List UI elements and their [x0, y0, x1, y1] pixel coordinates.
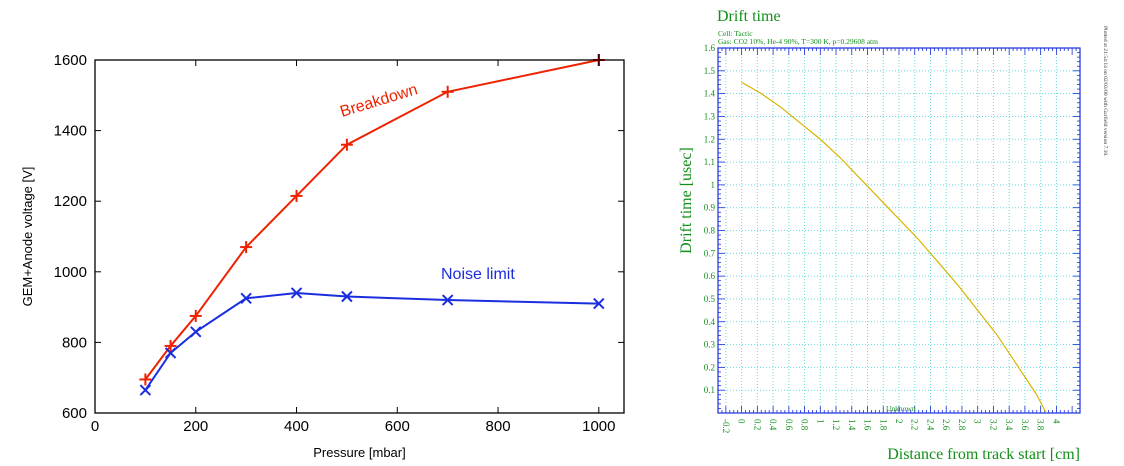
x-tick-label: 2.2	[910, 419, 920, 430]
series-label-noise-limit: Noise limit	[441, 266, 515, 283]
annotation-unknown: Unknown	[886, 404, 916, 413]
x-tick-label: 0	[737, 419, 747, 424]
marker-stroke	[190, 326, 202, 338]
y-tick-label: 0.8	[704, 226, 716, 236]
y-tick-label: 0.7	[704, 248, 716, 258]
x-tick-label: 1	[815, 419, 825, 424]
y-tick-label: 1.6	[704, 43, 716, 53]
x-tick-label: 1.2	[831, 419, 841, 430]
x-tick-label: 400	[284, 418, 309, 435]
x-tick-label: 2.6	[941, 419, 951, 431]
y-tick-label: 1.2	[704, 134, 715, 144]
y-tick-label: 1200	[54, 193, 87, 210]
series-line	[144, 291, 599, 391]
x-tick-label: 800	[486, 418, 511, 435]
y-tick-label: 0.5	[704, 294, 716, 304]
y-tick-label: 0.6	[704, 271, 716, 281]
marker-stroke	[290, 287, 303, 299]
marker-stroke	[139, 384, 152, 396]
x-marker	[139, 384, 152, 396]
x-tick-label: 1.8	[878, 419, 888, 431]
x-marker	[190, 326, 202, 338]
y-tick-label: 1.4	[704, 89, 716, 99]
subtitle-cell: Cell: Tactic	[718, 29, 753, 38]
plus-marker	[139, 373, 152, 386]
x-axis-label: Distance from track start [cm]	[887, 446, 1080, 463]
y-tick-label: 0.4	[704, 317, 716, 327]
x-tick-label: 3.6	[1020, 419, 1030, 431]
x-marker	[441, 294, 454, 306]
x-tick-label: 1.4	[847, 419, 857, 431]
x-marker	[290, 287, 303, 299]
drift-time-curve	[741, 81, 1047, 414]
x-tick-label: 0.8	[800, 419, 810, 431]
y-tick-label: 0.9	[704, 203, 716, 213]
y-tick-label: 0.1	[704, 385, 715, 395]
plot-frame	[94, 59, 625, 414]
x-tick-label: 2	[894, 419, 904, 424]
x-tick-label: -0.2	[721, 419, 731, 433]
x-tick-label: 3.2	[988, 419, 998, 430]
marker-stroke	[240, 292, 252, 304]
x-marker	[240, 292, 252, 304]
y-axis-label: GEM+Anode voltage [V]	[20, 167, 35, 307]
marker-stroke	[164, 347, 177, 359]
marker-stroke	[341, 290, 353, 303]
y-tick-label: 1400	[54, 123, 87, 140]
y-axis-label: Drift time [usec]	[678, 147, 695, 254]
y-tick-label: 0.3	[704, 340, 716, 350]
x-tick-label: 1000	[582, 418, 615, 435]
marker-stroke	[593, 297, 605, 310]
x-tick-label: 3.4	[1004, 419, 1014, 431]
x-axis-label: Pressure [mbar]	[313, 445, 405, 460]
x-tick-label: 2.4	[925, 419, 935, 431]
x-tick-label: 2.8	[957, 419, 967, 431]
x-tick-label: 200	[183, 418, 208, 435]
plot-timestamp-note: Plotted at 21:54:14 on 02/03/00 with Gar…	[1102, 26, 1109, 157]
plus-marker	[441, 85, 454, 98]
y-tick-label: 1000	[54, 264, 87, 281]
x-tick-label: 3	[973, 419, 983, 424]
y-tick-label: 0.2	[704, 362, 715, 372]
x-tick-label: 0	[91, 418, 99, 435]
marker-stroke	[441, 294, 454, 306]
y-tick-label: 1.1	[704, 157, 715, 167]
x-tick-label: 600	[385, 418, 410, 435]
y-tick-label: 600	[62, 405, 87, 422]
x-tick-label: 0.4	[768, 419, 778, 431]
x-marker	[341, 290, 353, 303]
y-tick-label: 1.5	[704, 66, 716, 76]
x-tick-label: 0.6	[784, 419, 794, 431]
y-tick-label: 1	[711, 180, 716, 190]
y-tick-label: 1600	[54, 52, 87, 69]
x-tick-label: 1.6	[863, 419, 873, 431]
plus-marker	[290, 189, 303, 202]
x-marker	[164, 347, 177, 359]
x-tick-label: 0.2	[752, 419, 762, 430]
plus-marker	[164, 339, 177, 352]
series-label-breakdown: Breakdown	[338, 81, 420, 121]
drift-time-chart: -0.2 0 0.2 0.4 0.6 0.8 1 1.2 1.4 1.6 1.8 2 2.2 2.4 2.6…	[678, 8, 1109, 463]
x-marker	[593, 297, 605, 310]
series-line	[144, 59, 600, 381]
chart-title: Drift time	[717, 8, 781, 25]
y-tick-label: 800	[62, 334, 87, 351]
x-tick-label: 4	[1051, 419, 1061, 424]
plus-marker	[340, 138, 353, 151]
plus-marker	[240, 241, 253, 254]
subtitle-gas: Gas: CO2 10%, He-4 90%, T=300 K, p=0.296…	[718, 37, 878, 46]
plus-marker	[189, 309, 202, 322]
voltage-chart: 0 200 400 600 800 1000 600 800 1000 1200 1400 1600 P…	[20, 52, 625, 460]
x-tick-label: 3.8	[1036, 419, 1046, 431]
y-tick-label: 1.3	[704, 111, 716, 121]
